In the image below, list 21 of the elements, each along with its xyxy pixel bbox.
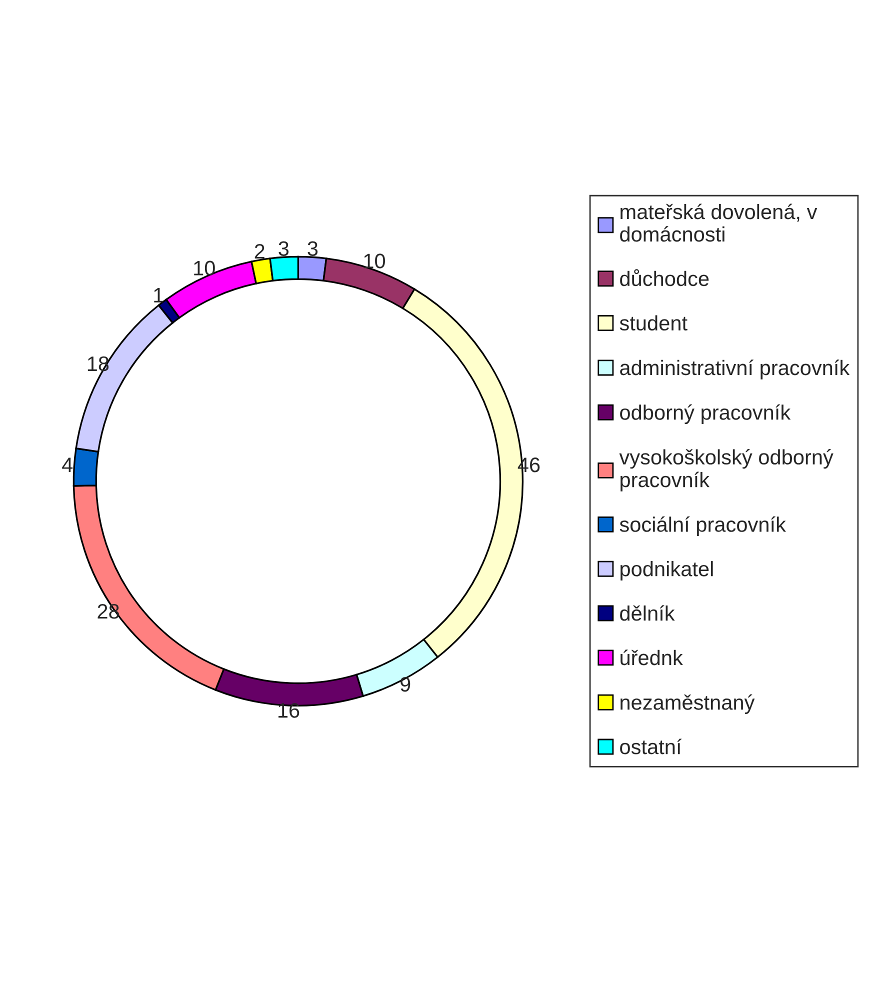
legend-label: ostatní <box>620 738 682 754</box>
legend-label: dělník <box>620 605 675 621</box>
data-label: 2 <box>254 244 264 259</box>
legend-label: odborný pracovník <box>620 404 791 424</box>
data-label: 3 <box>278 241 289 256</box>
legend-label: mateřská dovolená, v domácnosti <box>620 204 818 242</box>
data-label: 10 <box>364 254 385 268</box>
data-label: 9 <box>400 676 410 692</box>
data-label: 4 <box>62 458 73 472</box>
data-label: 1 <box>154 288 164 302</box>
legend-label: administrativní pracovník <box>620 360 850 380</box>
legend-label: nezaměstnaný <box>620 694 755 714</box>
legend-label: student <box>620 315 688 331</box>
legend-label: podnikatel <box>620 561 713 580</box>
legend-label: důchodce <box>620 269 709 286</box>
legend-label: úřednk <box>620 650 683 666</box>
legend-label: sociální pracovník <box>620 516 786 536</box>
legend-label: vysokoškolský odborný pracovník <box>619 448 834 492</box>
data-label: 3 <box>308 241 318 256</box>
data-label: 16 <box>278 703 300 718</box>
data-label: 10 <box>194 260 215 276</box>
